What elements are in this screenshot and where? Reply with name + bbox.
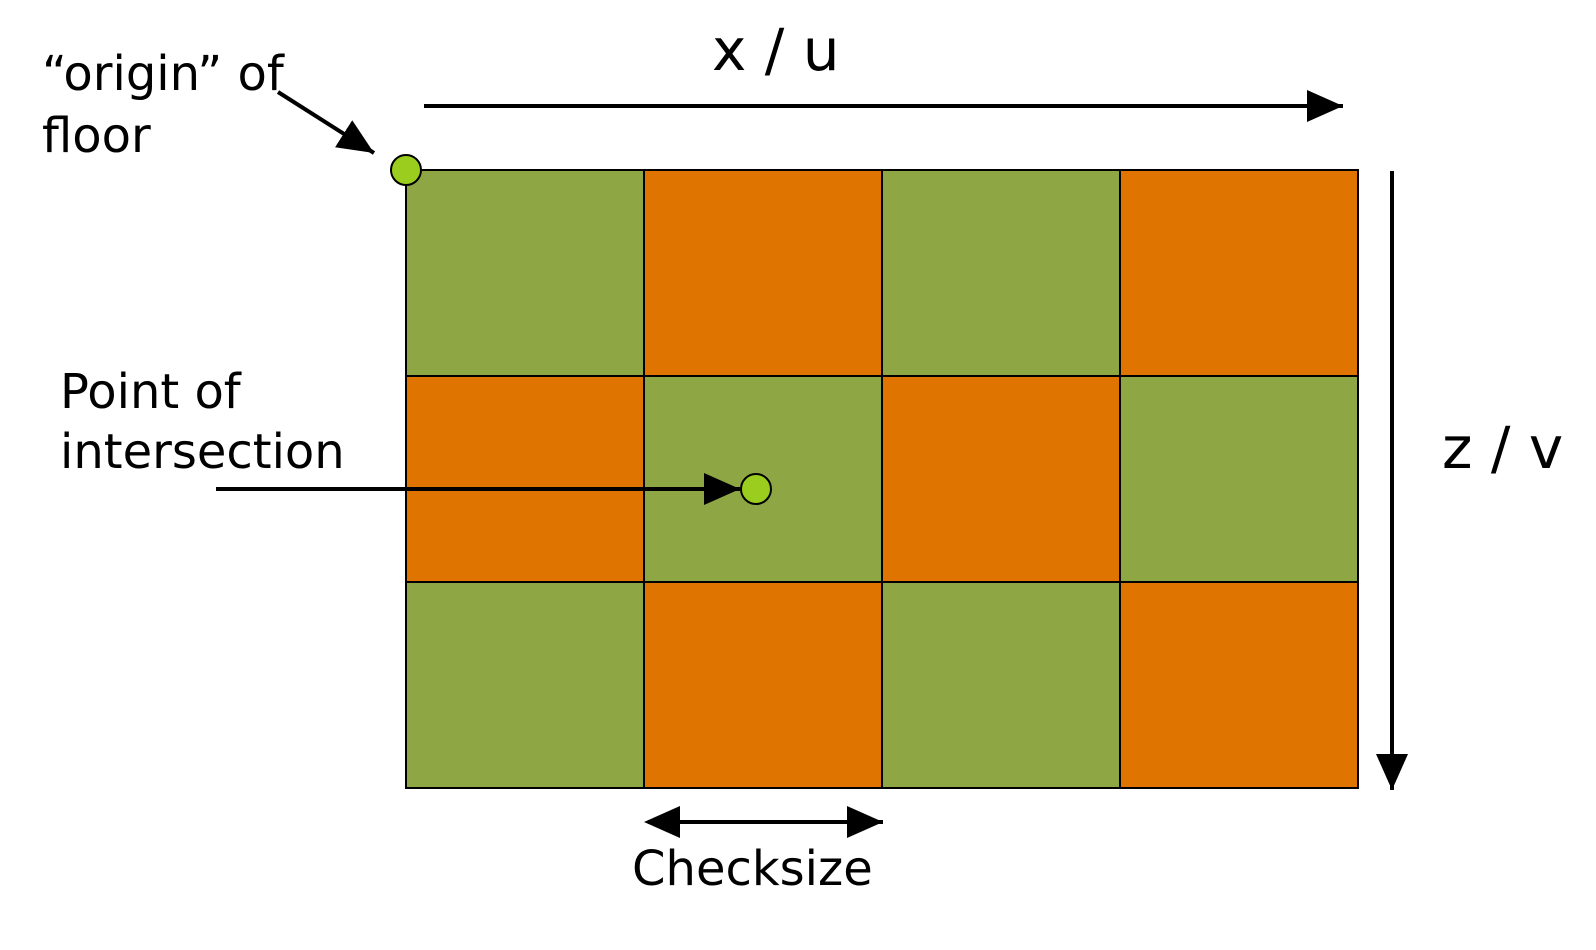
origin-label-line2: floor bbox=[42, 108, 151, 164]
grid-cell-green bbox=[1119, 375, 1359, 583]
intersection-marker bbox=[740, 473, 772, 505]
checkerboard-grid bbox=[405, 169, 1359, 789]
checksize-label: Checksize bbox=[632, 841, 873, 897]
grid-cell-orange bbox=[1119, 169, 1359, 377]
origin-marker bbox=[390, 154, 422, 186]
grid-cell-orange bbox=[881, 375, 1121, 583]
grid-cell-orange bbox=[643, 169, 883, 377]
grid-cell-green bbox=[881, 581, 1121, 789]
grid-cell-orange bbox=[643, 581, 883, 789]
intersection-label-line2: intersection bbox=[60, 424, 345, 480]
x-axis-label: x / u bbox=[712, 16, 840, 84]
grid-cell-green bbox=[405, 581, 645, 789]
origin-pointer-arrow bbox=[276, 90, 376, 155]
grid-cell-green bbox=[881, 169, 1121, 377]
z-axis-label: z / v bbox=[1442, 414, 1563, 482]
origin-label-line1: “origin” of bbox=[42, 46, 285, 102]
intersection-label-line1: Point of bbox=[60, 364, 242, 420]
grid-cell-green bbox=[405, 169, 645, 377]
grid-cell-orange bbox=[405, 375, 645, 583]
grid-cell-orange bbox=[1119, 581, 1359, 789]
